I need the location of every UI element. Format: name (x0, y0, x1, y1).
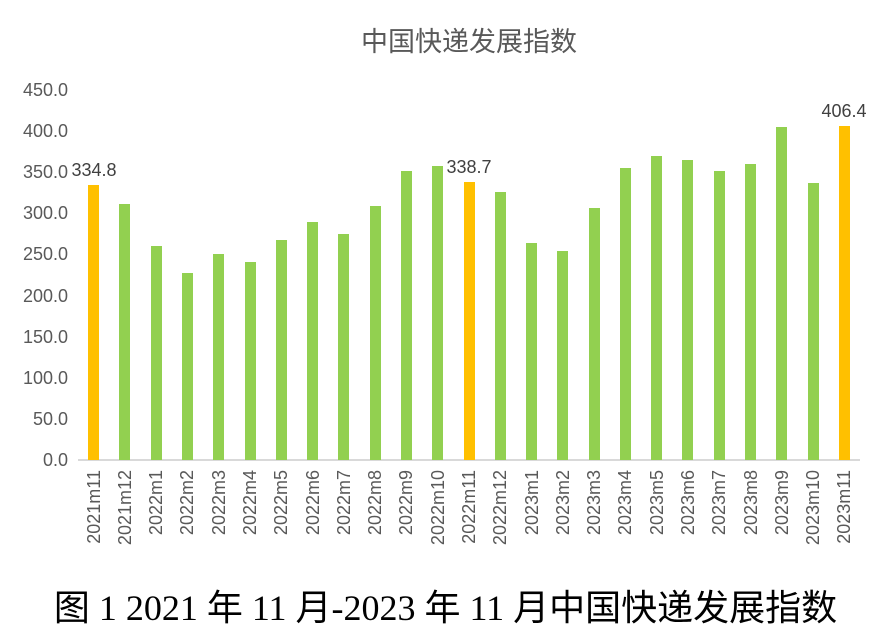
bar-2023m1 (526, 243, 537, 460)
data-label-2022m11: 338.7 (446, 157, 492, 177)
x-axis-label-2023m10: 2023m10 (803, 470, 823, 546)
bar-2022m10 (432, 166, 443, 460)
x-axis-label-2023m3: 2023m3 (584, 470, 604, 536)
x-axis-label-2022m10: 2022m10 (428, 470, 448, 546)
x-axis-label-2023m4: 2023m4 (615, 470, 635, 536)
bar-2023m3 (589, 208, 600, 460)
y-axis-tick-label: 250.0 (22, 244, 68, 264)
x-axis-label-2022m3: 2022m3 (209, 470, 229, 536)
bar-2022m5 (276, 240, 287, 460)
x-axis-label-2022m7: 2022m7 (334, 470, 354, 536)
x-axis-label-2023m9: 2023m9 (772, 470, 792, 536)
y-axis-tick-label: 50.0 (32, 409, 68, 429)
x-axis-label-2022m9: 2022m9 (396, 470, 416, 536)
y-axis-tick-label: 300.0 (22, 203, 68, 223)
x-axis-label-2023m11: 2023m11 (834, 470, 854, 544)
y-axis-tick-label: 400.0 (22, 121, 68, 141)
y-axis-tick-label: 450.0 (22, 80, 68, 100)
x-axis-label-2021m12: 2021m12 (115, 470, 135, 546)
y-axis-tick-label: 100.0 (22, 368, 68, 388)
bar-2023m2 (557, 251, 568, 460)
bar-2022m6 (307, 222, 318, 460)
x-axis-label-2023m5: 2023m5 (647, 470, 667, 536)
x-axis-label-2022m5: 2022m5 (271, 470, 291, 536)
x-axis-label-2022m2: 2022m2 (177, 470, 197, 536)
x-axis-label-2022m6: 2022m6 (303, 470, 323, 536)
bar-2023m4 (620, 168, 631, 460)
bar-2022m7 (338, 234, 349, 460)
x-axis-label-2022m12: 2022m12 (490, 470, 510, 546)
chart-title: 中国快递发展指数 (361, 27, 577, 57)
bar-2022m12 (495, 192, 506, 460)
y-axis-tick-label: 200.0 (22, 286, 68, 306)
data-label-2023m11: 406.4 (821, 101, 867, 121)
bar-2022m1 (151, 246, 162, 460)
data-label-2021m11: 334.8 (71, 160, 117, 180)
x-axis-label-2023m2: 2023m2 (553, 470, 573, 536)
x-axis-label-2023m1: 2023m1 (522, 470, 542, 536)
bar-2022m11 (464, 182, 475, 460)
bar-2022m3 (213, 254, 224, 460)
bar-2023m11 (839, 126, 850, 460)
bar-2022m8 (370, 206, 381, 460)
bar-2023m7 (714, 171, 725, 460)
bar-2023m8 (745, 164, 756, 460)
x-axis-label-2023m8: 2023m8 (741, 470, 761, 536)
bar-2022m9 (401, 171, 412, 460)
figure-caption: 图 1 2021 年 11 月-2023 年 11 月中国快递发展指数 (53, 588, 838, 628)
x-axis-label-2023m7: 2023m7 (709, 470, 729, 536)
bar-2023m6 (682, 160, 693, 460)
x-axis-label-2022m8: 2022m8 (365, 470, 385, 536)
bar-2022m4 (245, 262, 256, 460)
x-axis-label-2022m11: 2022m11 (459, 470, 479, 544)
x-axis-label-2023m6: 2023m6 (678, 470, 698, 536)
bar-2023m9 (776, 127, 787, 460)
bar-2021m12 (119, 204, 130, 460)
y-axis-tick-label: 150.0 (22, 327, 68, 347)
bar-2023m10 (808, 183, 819, 460)
x-axis-label-2022m1: 2022m1 (146, 470, 166, 536)
x-axis-line (78, 459, 860, 461)
y-axis-tick-label: 350.0 (22, 162, 68, 182)
y-axis-tick-label: 0.0 (42, 450, 68, 470)
x-axis-label-2022m4: 2022m4 (240, 470, 260, 536)
bar-2022m2 (182, 273, 193, 460)
bar-2023m5 (651, 156, 662, 460)
x-axis-label-2021m11: 2021m11 (84, 470, 104, 544)
bar-2021m11 (88, 185, 99, 460)
